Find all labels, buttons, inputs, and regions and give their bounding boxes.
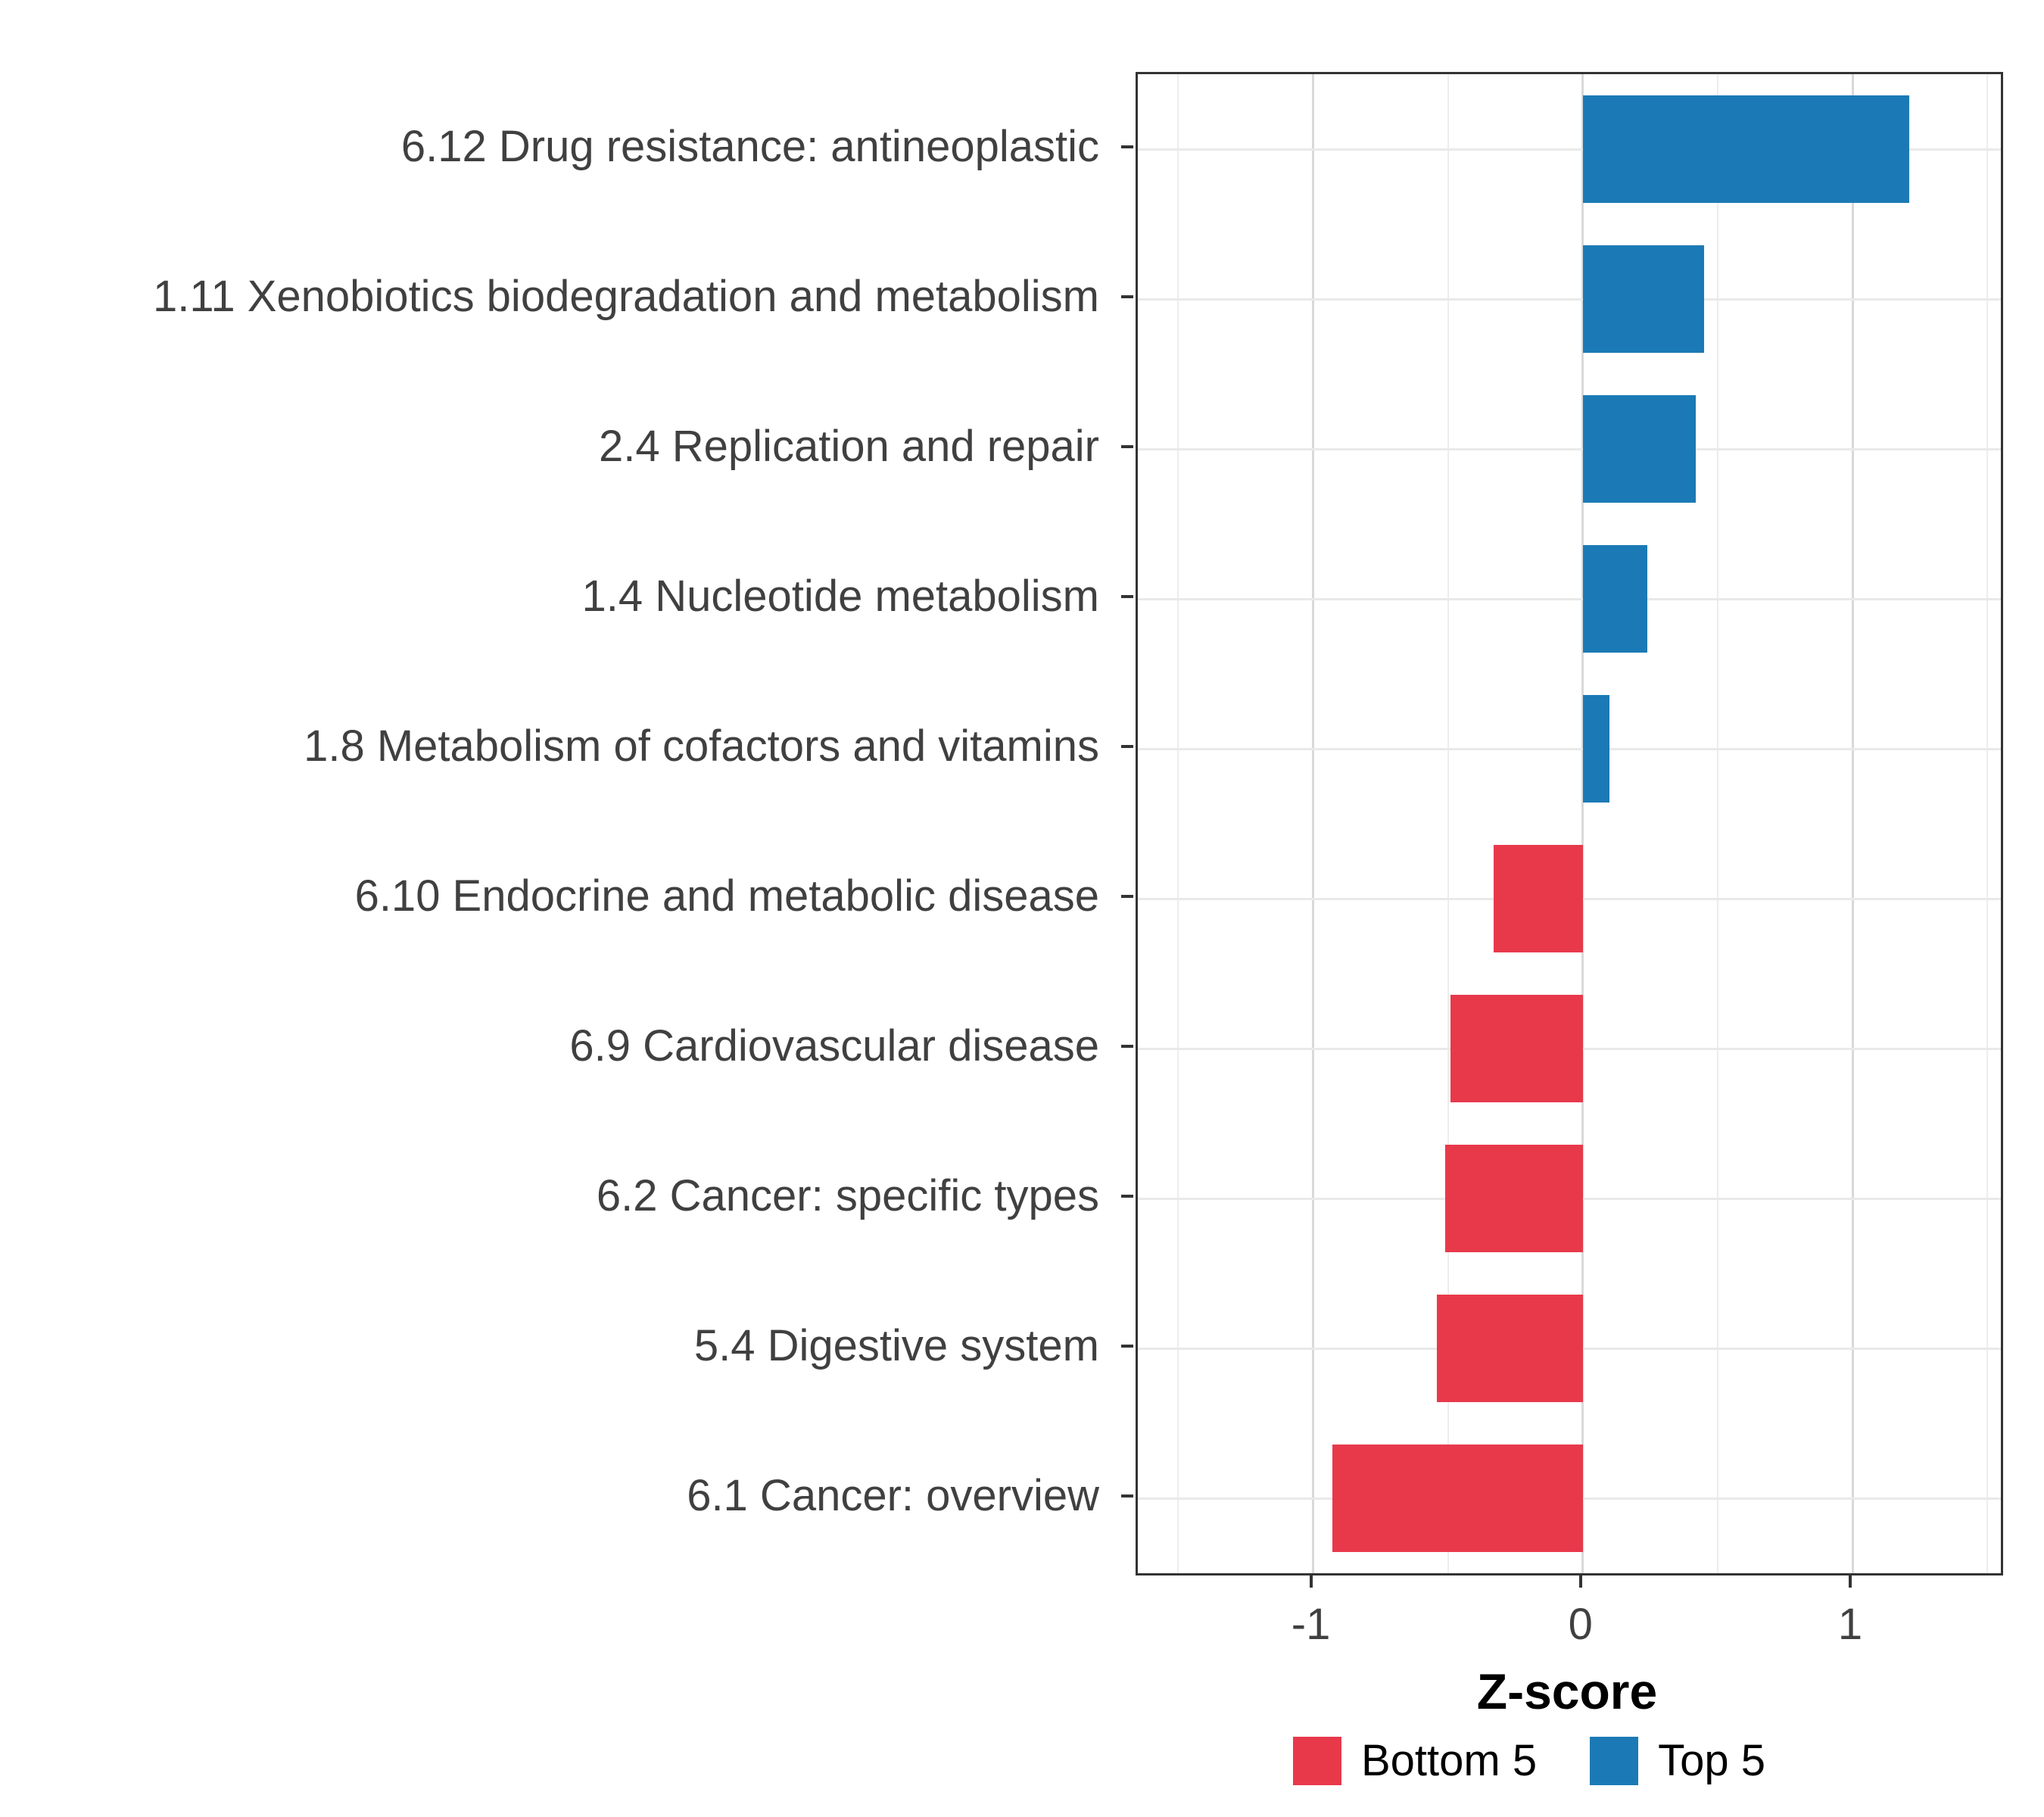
bar bbox=[1332, 1444, 1583, 1553]
y-tick-mark bbox=[1121, 745, 1133, 748]
legend: Bottom 5 Top 5 bbox=[1060, 1735, 1999, 1786]
x-tick-label: 1 bbox=[1837, 1600, 1863, 1649]
y-axis-label: 1.11 Xenobiotics biodegradation and meta… bbox=[153, 272, 1099, 321]
bar bbox=[1445, 1144, 1583, 1253]
y-tick-mark bbox=[1121, 1494, 1133, 1498]
y-axis-label: 1.4 Nucleotide metabolism bbox=[581, 572, 1099, 621]
x-axis-title: Z-score bbox=[1476, 1663, 1658, 1719]
minor-gridline bbox=[1716, 74, 1718, 1573]
bar bbox=[1582, 95, 1909, 204]
y-tick-mark bbox=[1121, 145, 1133, 148]
y-tick-mark bbox=[1121, 1345, 1133, 1348]
minor-gridline bbox=[1986, 74, 1989, 1573]
bar bbox=[1494, 844, 1583, 953]
category-gridline bbox=[1138, 597, 2001, 600]
legend-swatch-bottom-5 bbox=[1292, 1736, 1341, 1785]
category-gridline bbox=[1138, 298, 2001, 301]
plot-panel bbox=[1136, 72, 2003, 1575]
y-tick-mark bbox=[1121, 295, 1133, 298]
y-axis-label: 6.10 Endocrine and metabolic disease bbox=[354, 871, 1099, 921]
x-tick-mark bbox=[1309, 1575, 1313, 1588]
bar bbox=[1450, 994, 1583, 1103]
y-axis-label: 6.12 Drug resistance: antineoplastic bbox=[400, 122, 1099, 171]
bar bbox=[1437, 1294, 1583, 1403]
major-gridline bbox=[1581, 74, 1584, 1573]
bar bbox=[1582, 394, 1697, 503]
y-tick-mark bbox=[1121, 595, 1133, 598]
category-gridline bbox=[1138, 747, 2001, 750]
y-axis-label: 5.4 Digestive system bbox=[693, 1321, 1099, 1370]
legend-item: Bottom 5 bbox=[1292, 1735, 1538, 1786]
category-gridline bbox=[1138, 447, 2001, 450]
y-axis-label: 2.4 Replication and repair bbox=[599, 422, 1099, 471]
bar bbox=[1582, 544, 1648, 653]
legend-label: Bottom 5 bbox=[1360, 1736, 1538, 1785]
y-axis-label: 1.8 Metabolism of cofactors and vitamins bbox=[304, 722, 1099, 771]
category-gridline bbox=[1138, 148, 2001, 151]
x-tick-label: -1 bbox=[1291, 1600, 1331, 1649]
minor-gridline bbox=[1447, 74, 1449, 1573]
y-tick-mark bbox=[1121, 445, 1133, 448]
y-axis-labels: 6.12 Drug resistance: antineoplastic 1.11… bbox=[0, 72, 1136, 1571]
x-tick-mark bbox=[1578, 1575, 1582, 1588]
bar bbox=[1582, 245, 1705, 354]
x-tick-mark bbox=[1849, 1575, 1852, 1588]
y-axis-label: 6.1 Cancer: overview bbox=[687, 1471, 1099, 1520]
y-axis-label: 6.2 Cancer: specific types bbox=[596, 1171, 1099, 1220]
y-tick-mark bbox=[1121, 895, 1133, 898]
bar bbox=[1582, 694, 1610, 803]
major-gridline bbox=[1312, 74, 1315, 1573]
x-tick-label: 0 bbox=[1568, 1600, 1593, 1649]
major-gridline bbox=[1851, 74, 1854, 1573]
legend-label: Top 5 bbox=[1658, 1736, 1765, 1785]
legend-swatch-top-5 bbox=[1590, 1736, 1639, 1785]
minor-gridline bbox=[1177, 74, 1179, 1573]
legend-item: Top 5 bbox=[1590, 1735, 1765, 1786]
y-axis-label: 6.9 Cardiovascular disease bbox=[569, 1021, 1099, 1071]
y-tick-mark bbox=[1121, 1045, 1133, 1048]
y-tick-mark bbox=[1121, 1195, 1133, 1198]
